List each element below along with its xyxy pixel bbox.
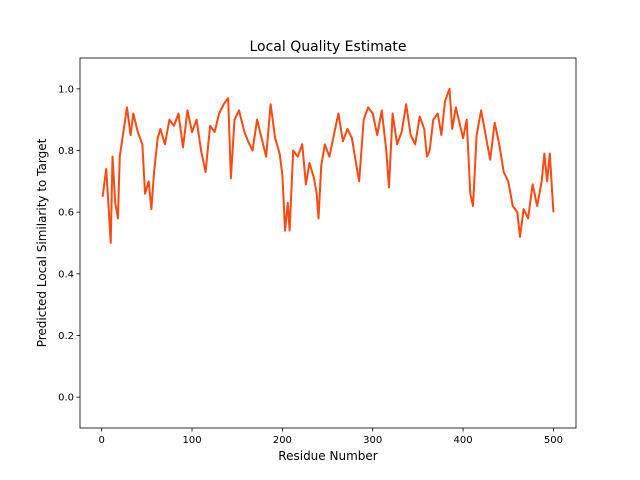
y-axis-label: Predicted Local Similarity to Target	[35, 138, 49, 347]
y-tick-label: 0.0	[58, 393, 74, 404]
x-tick-label: 500	[544, 435, 563, 446]
chart-title: Local Quality Estimate	[249, 39, 406, 55]
y-tick-label: 0.4	[58, 269, 74, 280]
y-tick-label: 1.0	[58, 84, 74, 95]
y-tick-label: 0.8	[58, 146, 74, 157]
x-tick-label: 0	[98, 435, 104, 446]
y-tick-label: 0.2	[58, 331, 74, 342]
x-tick-label: 200	[273, 435, 292, 446]
y-tick-label: 0.6	[58, 208, 74, 219]
x-axis-label: Residue Number	[278, 449, 377, 463]
x-tick-label: 100	[182, 435, 201, 446]
x-tick-label: 300	[363, 435, 382, 446]
x-tick-label: 400	[454, 435, 473, 446]
plot-frame	[79, 57, 577, 429]
data-line	[101, 87, 555, 244]
